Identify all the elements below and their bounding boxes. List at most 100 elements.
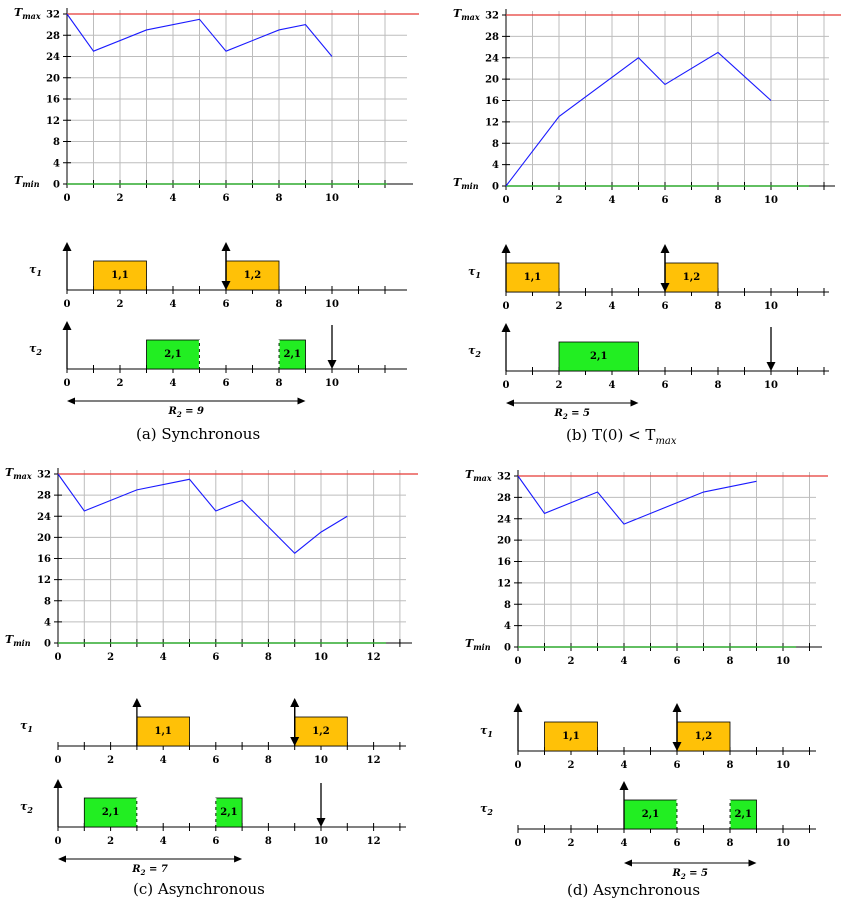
x-tick-label: 2 [117,193,124,204]
job-label: 1,2 [244,270,261,281]
tick-label: 8 [727,838,734,849]
tick-label: 6 [212,836,219,847]
tick-label: 2 [117,299,124,310]
y-tick-label: 8 [44,596,51,607]
y-tick-label: 20 [485,75,499,86]
y-tick-label: 32 [497,472,511,483]
tmin-label: Tmin [5,633,31,648]
temperature-series [517,475,757,525]
y-tick-label: 20 [37,533,51,544]
job-box [136,716,190,747]
y-tick-label: 0 [44,639,51,650]
response-arrowhead-right [748,859,757,867]
job-1-2: 1,2 [664,262,719,293]
tick-label: 0 [515,838,522,849]
tick-label: 12 [367,836,381,847]
tau1-label: τ1 [480,724,493,739]
response-time-arrow: R2 = 5 [506,399,639,421]
release-arrowhead [619,781,629,790]
y-tick-label: 8 [53,137,60,148]
tau2-label: τ2 [20,800,33,815]
tick-label: 6 [662,301,669,312]
job-label: 1,1 [111,270,128,281]
y-tick-label: 12 [37,575,51,586]
response-arrowhead-right [234,855,243,863]
x-tick-label: 10 [325,193,339,204]
y-tick-label: 32 [46,10,60,21]
x-tick-label: 10 [764,195,778,206]
deadline-arrowhead [290,737,300,746]
tick-label: 12 [367,755,381,766]
job-label: 1,1 [524,272,541,283]
tick-label: 2 [556,301,563,312]
y-tick-label: 32 [37,470,51,481]
caption-b: (b) T(0) < Tmax [566,426,677,447]
tau2-timeline: 0 2 4 6 8 10 12 τ2 2,1 2,1 [20,779,406,847]
x-tick-label: 10 [314,652,328,663]
x-tick-label: 6 [674,656,681,667]
tick-label: 10 [776,838,790,849]
tick-label: 4 [160,755,167,766]
tick-label: 6 [223,299,230,310]
tick-label: 4 [160,836,167,847]
tick-label: 6 [223,378,230,389]
release-arrowhead [53,779,63,788]
temperature-series [505,51,772,187]
job-1-1: 1,1 [544,721,598,752]
tick-label: 0 [503,301,510,312]
y-tick-label: 24 [485,53,499,64]
tick-label: 2 [107,755,114,766]
job-2-1: 2,1 [623,799,678,830]
tick-label: 10 [314,836,328,847]
tick-label: 6 [674,838,681,849]
y-tick-label: 16 [485,96,499,107]
tau1-timeline: 0 2 4 6 8 10 τ1 1,1 1,2 [480,703,816,771]
tmin-label: Tmin [14,174,40,189]
x-tick-label: 6 [662,195,669,206]
job-label: 2,1 [590,351,607,362]
job-1-2: 1,2 [294,716,348,747]
tick-label: 6 [662,380,669,391]
tmax-label: Tmax [453,7,480,22]
tick-label: 6 [212,755,219,766]
x-tick-label: 8 [715,195,722,206]
release-arrowhead [62,242,72,251]
job-label: 1,2 [312,726,329,737]
job-2-1: 2,1 [215,797,243,828]
y-tick-label: 24 [37,512,51,523]
x-tick-label: 0 [515,656,522,667]
deadline-arrowhead [221,281,231,290]
tmax-label: Tmax [5,466,32,481]
x-tick-label: 8 [265,652,272,663]
y-tick-label: 28 [485,32,499,43]
x-tick-label: 2 [556,195,563,206]
deadline-arrowhead [327,360,337,369]
y-tick-label: 4 [504,621,511,632]
schedule-a: 0 2 4 6 8 10 τ1 1,1 1,2 0 2 4 6 8 10 τ2 2,1 2,1 R2 = 9 [29,242,407,419]
job-1-1: 1,1 [136,716,190,747]
x-tick-label: 2 [107,652,114,663]
y-tick-label: 16 [46,95,60,106]
job-box [729,799,757,830]
job-2-1: 2,1 [558,341,639,372]
job-box [505,262,560,293]
job-box [544,721,598,752]
release-arrowhead [501,244,511,253]
tick-label: 2 [107,836,114,847]
response-time-arrow: R2 = 9 [67,397,306,419]
x-tick-label: 4 [160,652,167,663]
response-arrowhead-right [630,399,639,407]
y-tick-label: 20 [497,536,511,547]
schedule-b: 0 2 4 6 8 10 τ1 1,1 1,2 0 2 4 6 8 10 τ2 2,1 R2 = 5 [468,244,829,421]
job-box [278,339,306,370]
y-tick-label: 12 [46,116,60,127]
y-tick-label: 12 [497,578,511,589]
response-label: R2 = 9 [168,406,205,419]
job-label: 1,1 [562,731,579,742]
x-tick-label: 6 [212,652,219,663]
job-2-1: 2,1 [83,797,138,828]
